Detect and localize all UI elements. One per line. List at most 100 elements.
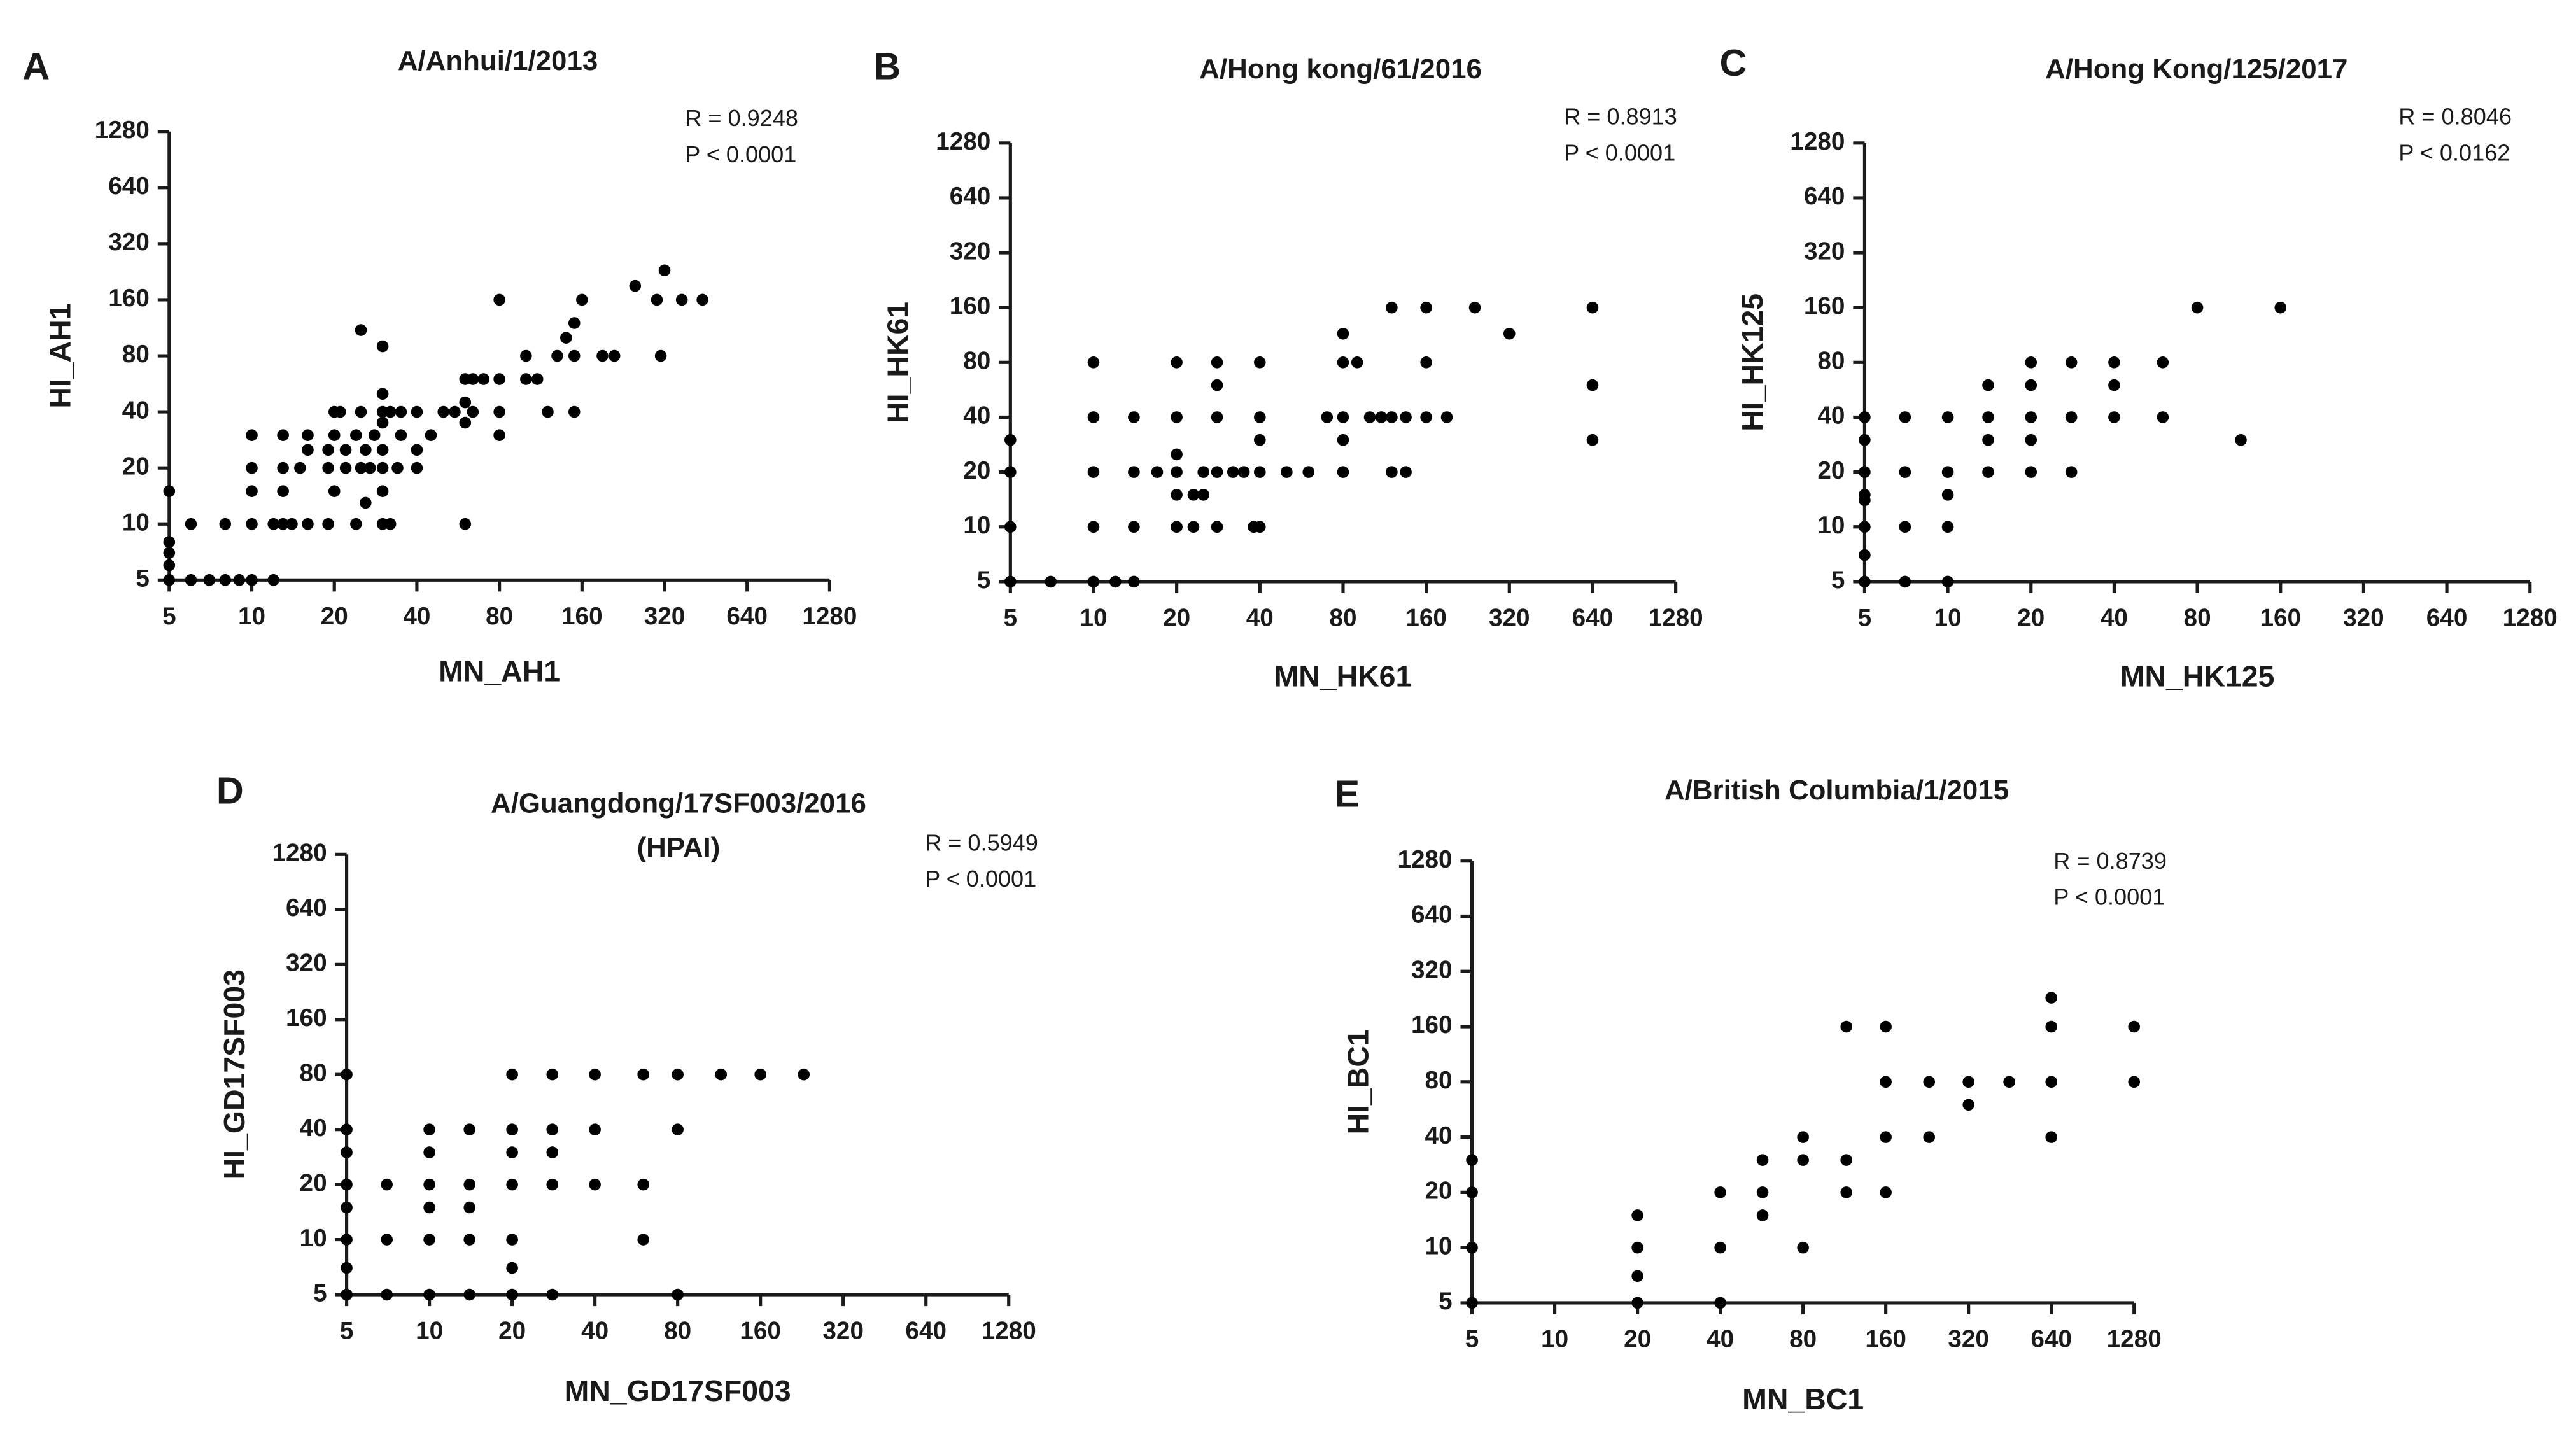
data-point bbox=[1631, 1270, 1643, 1283]
data-point bbox=[1714, 1241, 1726, 1254]
x-tick-label: 640 bbox=[2031, 1326, 2072, 1353]
data-point bbox=[1171, 466, 1183, 478]
data-point bbox=[1211, 356, 1223, 369]
y-tick-label: 1280 bbox=[1397, 846, 1452, 873]
data-point bbox=[1151, 466, 1164, 478]
data-point bbox=[376, 416, 389, 429]
data-point bbox=[608, 349, 621, 362]
data-point bbox=[341, 1068, 353, 1081]
data-point bbox=[637, 1068, 649, 1081]
data-point bbox=[1840, 1154, 1853, 1166]
annotation: R = 0.9248 bbox=[685, 105, 798, 131]
data-point bbox=[437, 405, 449, 418]
chart-title: A/Hong kong/61/2016 bbox=[1199, 53, 1482, 85]
y-tick-label: 5 bbox=[977, 566, 991, 594]
data-point bbox=[1087, 466, 1100, 478]
data-point bbox=[1254, 521, 1266, 533]
data-point bbox=[1171, 489, 1183, 501]
data-point bbox=[568, 405, 581, 418]
data-point bbox=[1880, 1076, 1892, 1088]
y-tick-label: 160 bbox=[1804, 292, 1845, 320]
data-point bbox=[1321, 411, 1334, 423]
data-point bbox=[1982, 433, 1994, 446]
data-point bbox=[1631, 1209, 1643, 1221]
data-point bbox=[1171, 356, 1183, 369]
data-point bbox=[381, 1178, 393, 1191]
data-point bbox=[467, 373, 479, 385]
data-point bbox=[423, 1234, 435, 1246]
x-axis-label: MN_BC1 bbox=[1742, 1382, 1864, 1416]
data-point bbox=[493, 293, 505, 306]
data-point bbox=[2045, 992, 2057, 1004]
data-point bbox=[423, 1146, 435, 1158]
panel-label: B bbox=[873, 45, 901, 87]
x-axis-label: MN_HK125 bbox=[2120, 659, 2275, 692]
data-point bbox=[341, 1288, 353, 1301]
data-point bbox=[506, 1068, 518, 1081]
data-point bbox=[2025, 433, 2038, 446]
x-tick-label: 40 bbox=[581, 1318, 609, 1345]
data-point bbox=[2025, 379, 2038, 391]
data-point bbox=[350, 429, 362, 441]
data-point bbox=[1087, 411, 1100, 423]
data-point bbox=[1237, 466, 1250, 478]
data-point bbox=[1899, 466, 1911, 478]
data-point bbox=[381, 1288, 393, 1301]
y-tick-label: 320 bbox=[1804, 237, 1845, 265]
x-tick-label: 20 bbox=[1624, 1326, 1651, 1353]
data-point bbox=[2025, 411, 2038, 423]
data-point bbox=[1899, 575, 1911, 588]
data-point bbox=[360, 496, 372, 509]
data-point bbox=[246, 485, 258, 498]
y-tick-label: 320 bbox=[108, 228, 150, 256]
y-tick-label: 80 bbox=[122, 341, 150, 368]
data-point bbox=[1797, 1154, 1809, 1166]
x-tick-label: 5 bbox=[1858, 604, 1872, 631]
data-point bbox=[1337, 411, 1349, 423]
data-point bbox=[551, 349, 563, 362]
x-tick-label: 5 bbox=[340, 1318, 354, 1345]
data-point bbox=[1375, 411, 1388, 423]
data-point bbox=[2235, 433, 2247, 446]
data-point bbox=[376, 444, 389, 456]
data-point bbox=[696, 293, 708, 306]
data-point bbox=[675, 293, 688, 306]
y-tick-label: 20 bbox=[300, 1169, 327, 1197]
y-tick-label: 1280 bbox=[936, 128, 990, 155]
data-point bbox=[1840, 1020, 1853, 1033]
data-point bbox=[1351, 356, 1363, 369]
data-point bbox=[629, 279, 642, 292]
data-point bbox=[381, 1234, 393, 1246]
data-point bbox=[364, 461, 376, 474]
data-point bbox=[368, 429, 381, 441]
y-tick-label: 5 bbox=[1439, 1288, 1453, 1315]
data-point bbox=[267, 517, 279, 530]
x-tick-label: 1280 bbox=[1649, 604, 1703, 631]
data-point bbox=[1087, 521, 1100, 533]
data-point bbox=[637, 1178, 649, 1191]
y-tick-label: 320 bbox=[286, 949, 327, 976]
data-point bbox=[560, 332, 572, 344]
data-point bbox=[2274, 301, 2287, 314]
y-tick-label: 40 bbox=[1425, 1122, 1453, 1149]
x-tick-label: 10 bbox=[1934, 604, 1962, 631]
y-tick-label: 80 bbox=[1817, 348, 1845, 375]
data-point bbox=[1962, 1076, 1974, 1088]
data-point bbox=[322, 444, 334, 456]
data-point bbox=[520, 349, 532, 362]
data-point bbox=[341, 1178, 353, 1191]
y-tick-label: 20 bbox=[963, 457, 990, 484]
data-point bbox=[506, 1288, 518, 1301]
x-tick-label: 640 bbox=[2426, 604, 2468, 631]
data-point bbox=[546, 1178, 559, 1191]
data-point bbox=[1128, 575, 1140, 588]
data-point bbox=[1386, 301, 1398, 314]
data-point bbox=[302, 429, 314, 441]
data-point bbox=[1941, 489, 1954, 501]
data-point bbox=[546, 1068, 559, 1081]
data-point bbox=[1466, 1241, 1478, 1254]
x-axis-label: MN_AH1 bbox=[439, 655, 560, 688]
data-point bbox=[1004, 521, 1017, 533]
data-point bbox=[395, 405, 407, 418]
data-point bbox=[341, 1123, 353, 1135]
